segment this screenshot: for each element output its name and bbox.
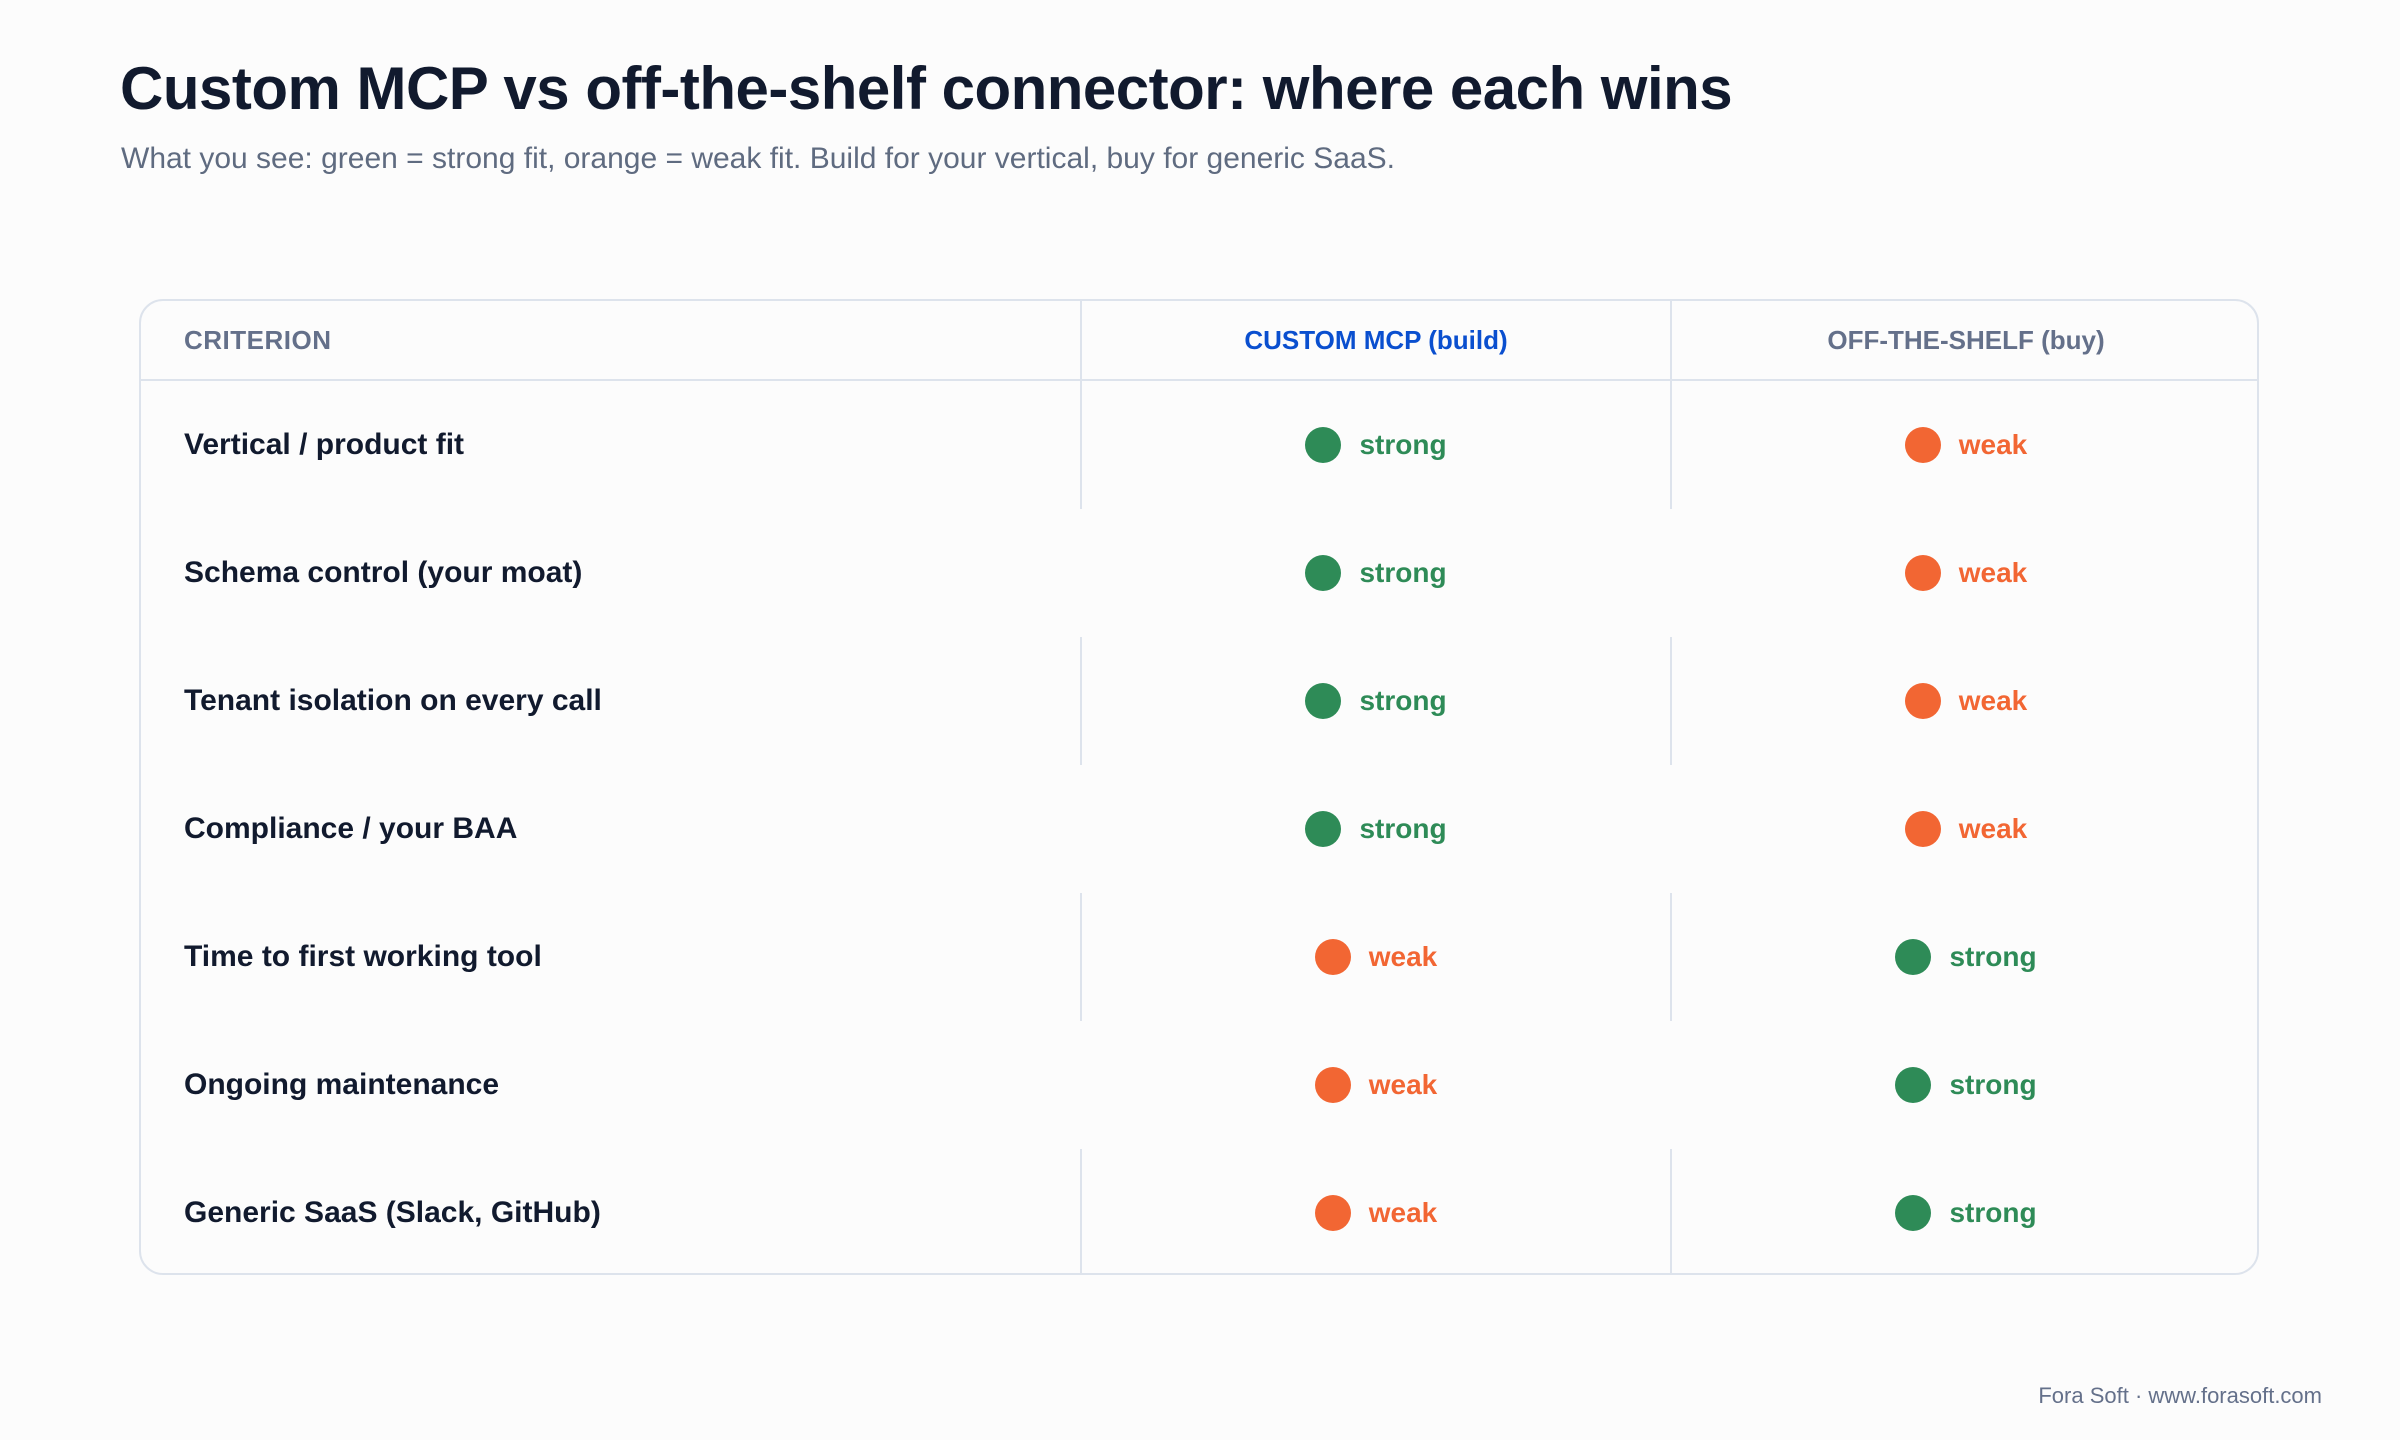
table-row: Ongoing maintenance weak strong: [141, 1021, 2257, 1149]
custom-mcp-cell: strong: [1081, 509, 1671, 637]
column-divider: [1080, 301, 1082, 381]
custom-mcp-cell: weak: [1081, 1149, 1671, 1273]
fit-label: weak: [1958, 813, 2028, 844]
fit-label: weak: [1958, 429, 2028, 460]
fit-label: weak: [1958, 685, 2028, 716]
column-divider: [1670, 1149, 1672, 1273]
column-divider: [1080, 381, 1082, 509]
off-the-shelf-cell: weak: [1671, 765, 2257, 893]
column-divider: [1080, 893, 1082, 1021]
criterion-label: Time to first working tool: [184, 940, 542, 973]
weak-fit-dot: [1314, 1067, 1351, 1103]
off-the-shelf-cell: strong: [1671, 893, 2257, 1021]
column-header-custom-mcp: CUSTOM MCP (build): [1244, 325, 1508, 355]
strong-fit-dot: [1305, 811, 1342, 847]
strong-fit-dot: [1305, 683, 1342, 719]
custom-mcp-cell: weak: [1081, 1021, 1671, 1149]
fit-label: weak: [1958, 557, 2028, 588]
strong-fit-dot: [1895, 1195, 1932, 1231]
criterion-label: Tenant isolation on every call: [184, 684, 602, 717]
criterion-label: Generic SaaS (Slack, GitHub): [184, 1196, 601, 1229]
custom-mcp-cell: weak: [1081, 893, 1671, 1021]
custom-mcp-cell: strong: [1081, 637, 1671, 765]
off-the-shelf-cell: strong: [1671, 1021, 2257, 1149]
column-divider: [1080, 637, 1082, 765]
custom-mcp-cell: strong: [1081, 381, 1671, 509]
fit-label: strong: [1359, 685, 1447, 716]
off-the-shelf-cell: weak: [1671, 381, 2257, 509]
off-the-shelf-cell: weak: [1671, 509, 2257, 637]
strong-fit-dot: [1305, 555, 1342, 591]
strong-fit-dot: [1895, 939, 1932, 975]
table-row: Compliance / your BAA strong weak: [141, 765, 2257, 893]
column-divider: [1670, 381, 1672, 509]
fit-label: weak: [1368, 1197, 1438, 1228]
fit-label: strong: [1359, 813, 1447, 844]
comparison-table: CRITERION CUSTOM MCP (build) OFF-THE-SHE…: [139, 299, 2259, 1275]
off-the-shelf-cell: weak: [1671, 637, 2257, 765]
off-the-shelf-cell: strong: [1671, 1149, 2257, 1273]
strong-fit-dot: [1895, 1067, 1932, 1103]
criterion-label: Vertical / product fit: [184, 428, 465, 461]
table-row: Tenant isolation on every call strong weak: [141, 637, 2257, 765]
fit-label: strong: [1359, 557, 1447, 588]
strong-fit-dot: [1305, 427, 1342, 463]
weak-fit-dot: [1904, 555, 1941, 591]
fit-label: strong: [1949, 1197, 2037, 1228]
fit-label: weak: [1368, 1069, 1438, 1100]
weak-fit-dot: [1314, 939, 1351, 975]
table-row: Schema control (your moat) strong weak: [141, 509, 2257, 637]
fit-label: strong: [1359, 429, 1447, 460]
table-row: Time to first working tool weak strong: [141, 893, 2257, 1021]
column-divider: [1670, 301, 1672, 381]
column-header-off-the-shelf: OFF-THE-SHELF (buy): [1827, 325, 2105, 355]
column-divider: [1080, 1149, 1082, 1273]
weak-fit-dot: [1904, 683, 1941, 719]
column-header-criterion: CRITERION: [184, 325, 332, 355]
table-row: Generic SaaS (Slack, GitHub) weak strong: [141, 1149, 2257, 1273]
page-title: Custom MCP vs off-the-shelf connector: w…: [120, 55, 1733, 122]
criterion-label: Ongoing maintenance: [184, 1068, 500, 1101]
custom-mcp-cell: strong: [1081, 765, 1671, 893]
criterion-label: Compliance / your BAA: [184, 812, 518, 845]
table-header: CRITERION CUSTOM MCP (build) OFF-THE-SHE…: [141, 301, 2257, 381]
fit-label: strong: [1949, 1069, 2037, 1100]
table-row: Vertical / product fit strong weak: [141, 381, 2257, 509]
column-divider: [1670, 893, 1672, 1021]
page-subtitle: What you see: green = strong fit, orange…: [121, 142, 1395, 175]
weak-fit-dot: [1904, 811, 1941, 847]
weak-fit-dot: [1314, 1195, 1351, 1231]
weak-fit-dot: [1904, 427, 1941, 463]
column-divider: [1670, 637, 1672, 765]
fit-label: weak: [1368, 941, 1438, 972]
footer-credit: Fora Soft · www.forasoft.com: [2038, 1383, 2322, 1408]
fit-label: strong: [1949, 941, 2037, 972]
criterion-label: Schema control (your moat): [184, 556, 583, 589]
